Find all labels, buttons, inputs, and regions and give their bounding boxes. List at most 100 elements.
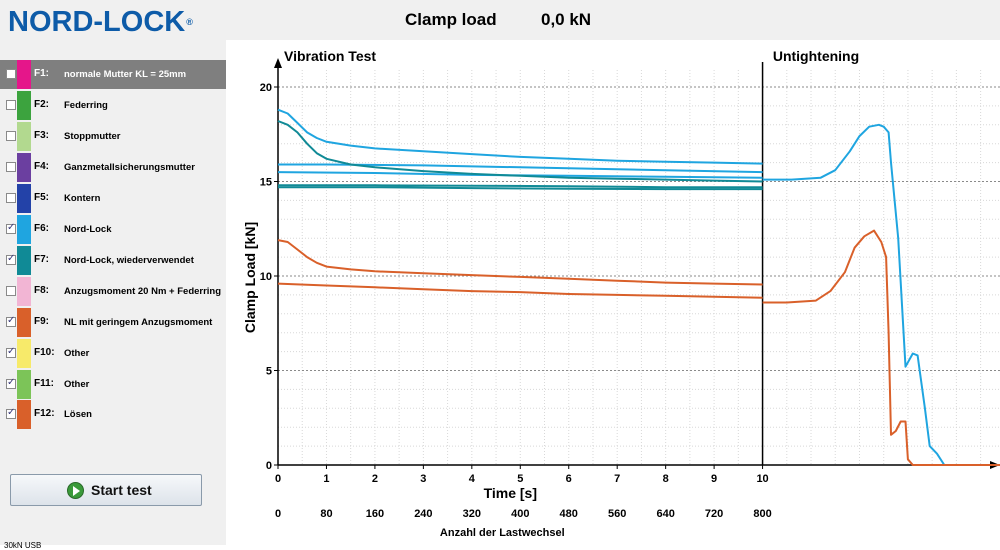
cycle-tick-label: 800 <box>753 508 771 520</box>
test-label: Ganzmetallsicherungsmutter <box>64 162 195 173</box>
device-label: 30kN USB <box>4 541 42 550</box>
color-swatch <box>17 370 31 399</box>
color-swatch <box>17 122 31 151</box>
test-checkbox[interactable] <box>6 346 16 358</box>
test-code: F5: <box>34 192 49 203</box>
test-code: F6: <box>34 223 49 234</box>
chart-title-vibration: Vibration Test <box>284 48 376 64</box>
x-axis-title: Time [s] <box>484 485 537 501</box>
cycle-tick-label: 560 <box>608 508 626 520</box>
x-tick-label: 4 <box>469 473 476 485</box>
test-row-9[interactable]: F9: NL mit geringem Anzugsmoment <box>0 308 226 337</box>
cycle-axis-title: Anzahl der Lastwechsel <box>440 527 565 539</box>
y-tick-label: 15 <box>260 177 272 189</box>
test-row-12[interactable]: F12: Lösen <box>0 400 226 429</box>
test-checkbox[interactable] <box>6 131 16 141</box>
cycle-tick-label: 400 <box>511 508 529 520</box>
test-row-2[interactable]: F2: Federring <box>0 91 226 120</box>
top-bar: NORD-LOCK® Clamp load 0,0 kN <box>0 0 1000 40</box>
play-circle-icon <box>67 482 84 499</box>
clamp-load-value: 0,0 kN <box>541 10 592 29</box>
test-label: Lösen <box>64 409 92 420</box>
y-tick-label: 5 <box>266 366 272 378</box>
test-checkbox[interactable] <box>6 100 16 110</box>
color-swatch <box>17 400 31 429</box>
test-row-1[interactable]: F1: normale Mutter KL = 25mm <box>0 60 226 89</box>
test-checkbox[interactable] <box>6 222 16 234</box>
cycle-tick-label: 480 <box>560 508 578 520</box>
x-tick-label: 5 <box>517 473 523 485</box>
test-checkbox[interactable] <box>6 69 16 79</box>
test-row-6[interactable]: F6: Nord-Lock <box>0 215 226 244</box>
test-code: F10: <box>34 347 55 358</box>
test-checkbox[interactable] <box>6 377 16 389</box>
test-label: Nord-Lock, wiederverwendet <box>64 255 194 266</box>
cycle-tick-label: 80 <box>320 508 332 520</box>
start-test-button[interactable]: Start test <box>10 474 202 506</box>
y-tick-label: 20 <box>260 82 272 94</box>
color-swatch <box>17 246 31 275</box>
clamp-load-title: Clamp load <box>405 10 497 29</box>
color-swatch <box>17 215 31 244</box>
chart-title-untightening: Untightening <box>773 48 859 64</box>
series-line-1 <box>277 108 763 165</box>
test-code: F9: <box>34 316 49 327</box>
series-line-6 <box>278 186 763 191</box>
test-row-5[interactable]: F5: Kontern <box>0 184 226 213</box>
test-code: F8: <box>34 285 49 296</box>
x-tick-label: 8 <box>663 473 669 485</box>
test-label: Anzugsmoment 20 Nm + Federring <box>64 286 222 297</box>
nord-lock-logo: NORD-LOCK® <box>8 6 193 38</box>
y-axis-title: Clamp Load [kN] <box>242 222 258 333</box>
test-code: F1: <box>34 68 49 79</box>
test-checkbox[interactable] <box>6 162 16 172</box>
color-swatch <box>17 277 31 306</box>
test-label: Other <box>64 379 90 390</box>
test-checkbox[interactable] <box>6 253 16 265</box>
test-checkbox[interactable] <box>6 315 16 327</box>
test-row-7[interactable]: F7: Nord-Lock, wiederverwendet <box>0 246 226 275</box>
x-tick-label: 7 <box>614 473 620 485</box>
cycle-tick-label: 320 <box>463 508 481 520</box>
test-code: F11: <box>34 378 55 389</box>
color-swatch <box>17 184 31 213</box>
test-label: Stoppmutter <box>64 131 121 142</box>
clamp-load-chart: 0 1 2 3 4 5 6 7 8 9 10 0 5 10 15 20 0 80 160 240 320 400 480 56… <box>242 48 1000 539</box>
x-tick-label: 2 <box>372 473 378 485</box>
cycle-tick-label: 0 <box>275 508 281 520</box>
color-swatch <box>17 91 31 120</box>
cycle-tick-label: 160 <box>366 508 384 520</box>
test-code: F7: <box>34 254 49 265</box>
cycle-tick-label: 240 <box>414 508 432 520</box>
chart-area <box>226 40 1000 545</box>
color-swatch <box>17 153 31 182</box>
cycle-tick-label: 640 <box>656 508 674 520</box>
test-row-11[interactable]: F11: Other <box>0 370 226 399</box>
color-swatch <box>17 60 31 89</box>
y-axis-arrow <box>274 58 282 68</box>
series-line-9 <box>762 123 1000 466</box>
x-tick-label: 0 <box>275 473 281 485</box>
test-label: normale Mutter KL = 25mm <box>64 69 187 80</box>
series-line-5 <box>278 184 763 189</box>
series-line-10 <box>762 229 1000 466</box>
test-checkbox[interactable] <box>6 193 16 203</box>
test-row-3[interactable]: F3: Stoppmutter <box>0 122 226 151</box>
test-row-4[interactable]: F4: Ganzmetallsicherungsmutter <box>0 153 226 182</box>
cycle-tick-label: 720 <box>705 508 723 520</box>
y-tick-label: 0 <box>266 460 272 472</box>
test-label: Nord-Lock <box>64 224 112 235</box>
series-line-2 <box>278 163 763 174</box>
test-code: F12: <box>34 408 55 419</box>
test-row-10[interactable]: F10: Other <box>0 339 226 368</box>
x-tick-label: 9 <box>711 473 717 485</box>
test-checkbox[interactable] <box>6 286 16 296</box>
color-swatch <box>17 339 31 368</box>
test-label: Kontern <box>64 193 101 204</box>
x-tick-label: 1 <box>323 473 329 485</box>
test-checkbox[interactable] <box>6 407 16 419</box>
test-row-8[interactable]: F8: Anzugsmoment 20 Nm + Federring <box>0 277 226 306</box>
y-tick-label: 10 <box>260 271 272 283</box>
x-tick-label: 6 <box>566 473 572 485</box>
test-label: NL mit geringem Anzugsmoment <box>64 317 213 328</box>
